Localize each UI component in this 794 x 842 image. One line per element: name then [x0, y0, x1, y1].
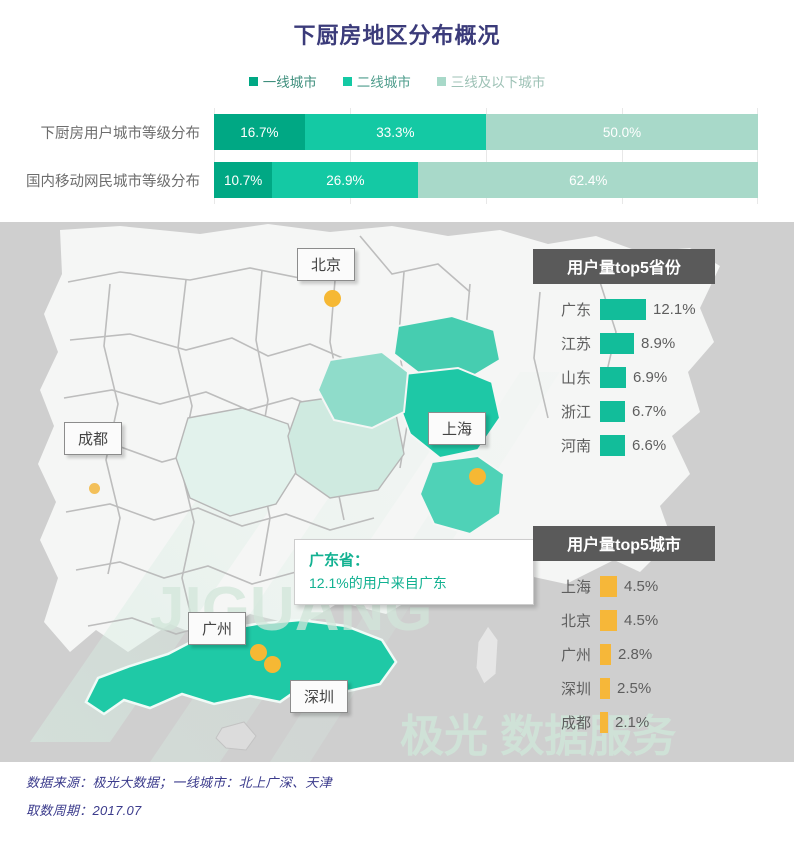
rank-row-province-0: 广东 12.1%	[533, 292, 715, 326]
bar-segment-1-tier2: 26.9%	[272, 162, 419, 198]
rank-row-city-3: 深圳 2.5%	[533, 671, 715, 705]
stacked-bar-chart: 下厨房用户城市等级分布 16.7% 33.3% 50.0% 国内移动网民城市等级…	[0, 108, 794, 210]
rank-value-province-4: 6.6%	[632, 436, 667, 454]
map-callout-guangdong: 广东省： 12.1%的用户来自广东	[294, 539, 534, 605]
rank-bar-city-1	[600, 609, 617, 631]
chart-legend: 一线城市 二线城市 三线及以下城市	[0, 71, 794, 91]
bar-row-mobile-netizens: 国内移动网民城市等级分布 10.7% 26.9% 62.4%	[0, 156, 794, 204]
bar-segment-0-tier3: 50.0%	[485, 114, 758, 150]
rank-name-city-3: 深圳	[560, 680, 591, 698]
rank-name-city-0: 上海	[560, 578, 591, 596]
map-pin-dot-shanghai[interactable]	[469, 468, 486, 485]
rank-bar-province-2	[600, 366, 626, 388]
rank-value-province-3: 6.7%	[632, 402, 667, 420]
bar-segment-1-tier1: 10.7%	[214, 162, 273, 198]
page-title: 下厨房地区分布概况	[293, 23, 501, 48]
rank-name-province-3: 浙江	[560, 403, 591, 421]
callout-body: 12.1%的用户来自广东	[309, 575, 447, 591]
map-pin-dot-shenzhen[interactable]	[264, 656, 281, 673]
legend-item-tier3: 三线及以下城市	[436, 71, 546, 91]
panel-top5-cities: 用户量top5城市 上海 4.5% 北京 4.5% 广州 2.8% 深圳 2.5…	[533, 526, 715, 739]
map-pin-dot-beijing[interactable]	[324, 290, 341, 307]
rank-value-city-0: 4.5%	[624, 577, 659, 595]
rank-value-province-2: 6.9%	[633, 368, 668, 386]
panel-top5-provinces: 用户量top5省份 广东 12.1% 江苏 8.9% 山东 6.9% 浙江 6.…	[533, 249, 715, 462]
rank-bar-province-0	[600, 298, 646, 320]
map-pin-label-beijing[interactable]: 北京	[297, 248, 356, 281]
rank-bar-city-4	[600, 711, 608, 733]
map-pin-label-shanghai[interactable]: 上海	[428, 412, 487, 445]
map-pin-dot-guangzhou[interactable]	[250, 644, 267, 661]
rank-name-province-0: 广东	[560, 301, 591, 319]
legend-item-tier1: 一线城市	[248, 71, 317, 91]
rank-bar-province-4	[600, 434, 625, 456]
rank-name-city-1: 北京	[560, 612, 591, 630]
bar-track-0: 16.7% 33.3% 50.0%	[214, 108, 758, 156]
rank-bar-city-2	[600, 643, 611, 665]
rank-bar-province-1	[600, 332, 634, 354]
legend-label-tier2: 二线城市	[356, 75, 411, 90]
rank-row-province-4: 河南 6.6%	[533, 428, 715, 462]
rank-name-city-4: 成都	[560, 714, 591, 732]
legend-swatch-tier1	[248, 76, 258, 86]
rank-row-province-1: 江苏 8.9%	[533, 326, 715, 360]
rank-row-city-2: 广州 2.8%	[533, 637, 715, 671]
rank-bar-city-3	[600, 677, 610, 699]
footer-source: 数据来源：极光大数据；一线城市：北上广深、天津	[26, 775, 332, 790]
panel-heading-cities: 用户量top5城市	[533, 526, 715, 561]
rank-row-province-3: 浙江 6.7%	[533, 394, 715, 428]
footer-period: 取数周期：2017.07	[26, 803, 142, 818]
bar-row-xiachufang: 下厨房用户城市等级分布 16.7% 33.3% 50.0%	[0, 108, 794, 156]
rank-row-city-0: 上海 4.5%	[533, 569, 715, 603]
bar-track-1: 10.7% 26.9% 62.4%	[214, 156, 758, 204]
legend-item-tier2: 二线城市	[342, 71, 411, 91]
bar-segment-1-tier3: 62.4%	[418, 162, 758, 198]
rank-value-province-0: 12.1%	[653, 300, 696, 318]
rank-bar-province-3	[600, 400, 625, 422]
rank-value-city-4: 2.1%	[615, 713, 650, 731]
rank-bar-city-0	[600, 575, 617, 597]
rank-value-city-3: 2.5%	[617, 679, 652, 697]
map-pin-dot-chengdu[interactable]	[89, 483, 100, 494]
callout-title: 广东省：	[309, 552, 370, 569]
map-pin-label-shenzhen[interactable]: 深圳	[290, 680, 349, 713]
panel-heading-provinces: 用户量top5省份	[533, 249, 715, 284]
bar-row-label-1: 国内移动网民城市等级分布	[26, 173, 200, 190]
legend-label-tier3: 三线及以下城市	[450, 75, 546, 90]
bar-segment-0-tier2: 33.3%	[304, 114, 486, 150]
rank-value-city-2: 2.8%	[618, 645, 653, 663]
rank-value-province-1: 8.9%	[641, 334, 676, 352]
map-pin-label-chengdu[interactable]: 成都	[64, 422, 123, 455]
rank-row-province-2: 山东 6.9%	[533, 360, 715, 394]
rank-name-province-2: 山东	[560, 369, 591, 387]
legend-label-tier1: 一线城市	[262, 75, 317, 90]
map-pin-label-guangzhou[interactable]: 广州	[188, 612, 247, 645]
rank-row-city-1: 北京 4.5%	[533, 603, 715, 637]
rank-name-city-2: 广州	[560, 646, 591, 664]
legend-swatch-tier3	[436, 76, 446, 86]
rank-name-province-1: 江苏	[560, 335, 591, 353]
rank-name-province-4: 河南	[560, 437, 591, 455]
footer-notes: 数据来源：极光大数据；一线城市：北上广深、天津 取数周期：2017.07	[26, 772, 332, 828]
bar-segment-0-tier1: 16.7%	[214, 114, 305, 150]
rank-value-city-1: 4.5%	[624, 611, 659, 629]
legend-swatch-tier2	[342, 76, 352, 86]
rank-row-city-4: 成都 2.1%	[533, 705, 715, 739]
bar-row-label-0: 下厨房用户城市等级分布	[40, 125, 201, 142]
